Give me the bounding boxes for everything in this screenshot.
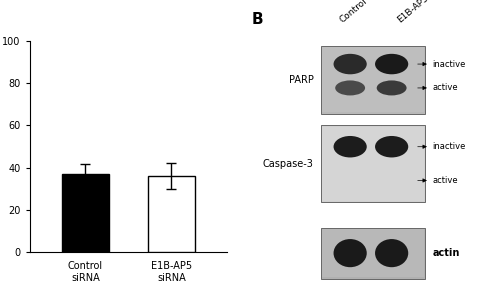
Ellipse shape bbox=[375, 239, 408, 267]
Ellipse shape bbox=[375, 136, 408, 157]
Bar bbox=[62, 174, 109, 252]
Text: Control: Control bbox=[338, 0, 369, 24]
Bar bbox=[322, 47, 423, 113]
Ellipse shape bbox=[377, 81, 407, 96]
Text: E1B-AP5: E1B-AP5 bbox=[395, 0, 430, 24]
Bar bbox=[322, 127, 423, 200]
Ellipse shape bbox=[333, 136, 367, 157]
Text: PARP: PARP bbox=[289, 75, 314, 85]
Text: active: active bbox=[432, 176, 458, 185]
Ellipse shape bbox=[375, 54, 408, 74]
Text: active: active bbox=[432, 84, 458, 92]
Bar bbox=[321, 228, 425, 279]
Bar bbox=[321, 46, 425, 114]
Text: inactive: inactive bbox=[432, 59, 466, 69]
Bar bbox=[321, 125, 425, 202]
Ellipse shape bbox=[333, 239, 367, 267]
Bar bbox=[322, 229, 423, 277]
Text: actin: actin bbox=[432, 248, 459, 258]
Text: B: B bbox=[252, 11, 264, 27]
Ellipse shape bbox=[335, 81, 365, 96]
Text: Caspase-3: Caspase-3 bbox=[263, 159, 314, 168]
Bar bbox=[148, 176, 195, 252]
Ellipse shape bbox=[333, 54, 367, 74]
Text: inactive: inactive bbox=[432, 142, 466, 151]
